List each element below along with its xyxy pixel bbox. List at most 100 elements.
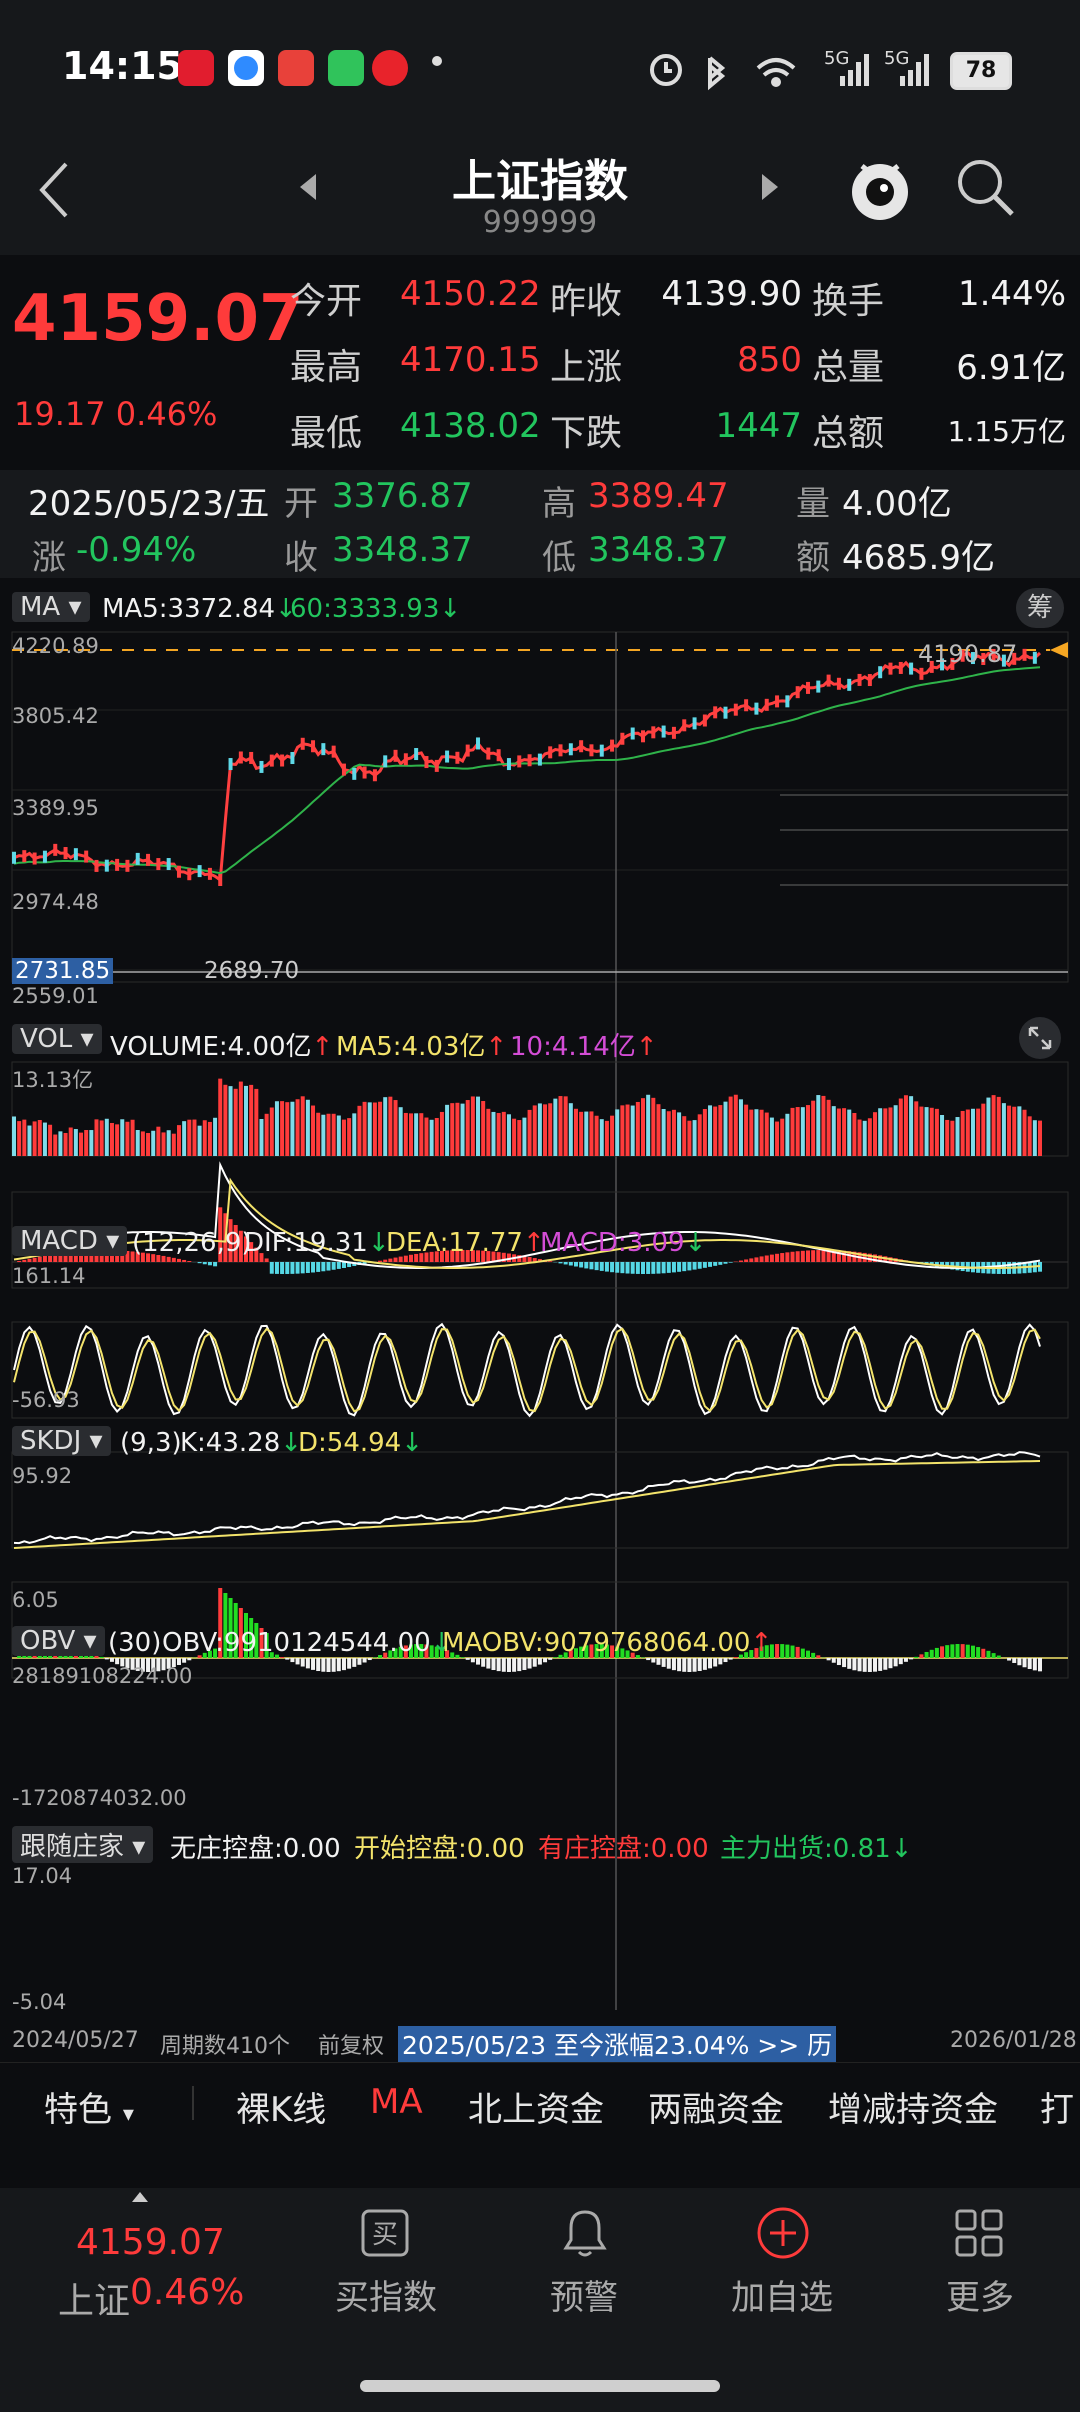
macd-bar [202, 1262, 207, 1265]
volume-bar [527, 1109, 532, 1156]
grid-icon[interactable] [954, 2208, 1004, 2258]
volume-bar [656, 1104, 661, 1156]
indicator-select-obv[interactable]: OBV ▾ [12, 1626, 105, 1656]
macd-dif-readout: DIF:19.31↓ [244, 1228, 390, 1258]
volume-bar [594, 1115, 599, 1156]
macd-bar [84, 1250, 89, 1262]
nav-alert[interactable]: 预警 [550, 2278, 618, 2318]
search-icon[interactable] [954, 156, 1018, 220]
buy-icon[interactable]: 买 [360, 2208, 410, 2258]
macd-bar [584, 1262, 589, 1269]
tab-overflow[interactable]: 打榜 [1040, 2090, 1074, 2126]
volume-bar [960, 1110, 965, 1156]
dealer-bar [115, 1658, 120, 1665]
plus-circle-icon[interactable] [756, 2206, 810, 2260]
indicator-select-macd[interactable]: MACD ▾ [12, 1226, 128, 1256]
volume-bar [610, 1115, 615, 1156]
candle [403, 753, 408, 766]
volume-bar [522, 1117, 527, 1156]
macd-bar [744, 1259, 749, 1262]
kline-low-value: 3348.37 [588, 530, 729, 570]
y-axis-label: 2559.01 [12, 984, 99, 1008]
indicator-select-ma[interactable]: MA ▾ [12, 592, 90, 622]
bell-icon[interactable] [560, 2206, 610, 2260]
dealer-bar [594, 1644, 599, 1658]
tab-ma[interactable]: MA [370, 2082, 423, 2122]
home-indicator[interactable] [360, 2380, 720, 2392]
expand-up-icon[interactable] [132, 2192, 148, 2202]
tab-featured[interactable]: 特色 ▾ [44, 2090, 134, 2130]
kline-date: 2025/05/23/五 [28, 484, 270, 524]
dealer-bar [388, 1650, 393, 1658]
nav-more[interactable]: 更多 [946, 2278, 1014, 2318]
mascot-icon[interactable] [848, 152, 912, 224]
dealer-bar [842, 1658, 847, 1668]
index-name[interactable]: 上证 [58, 2281, 131, 2322]
index-change[interactable]: 0.46% [130, 2272, 245, 2313]
dealer-bar [960, 1644, 965, 1658]
tab-margin[interactable]: 两融资金 [648, 2090, 784, 2130]
kline-vol-label: 量 [796, 484, 830, 524]
dealer-bar [857, 1658, 862, 1672]
prev-stock-icon[interactable] [296, 172, 320, 202]
range-gain-button[interactable]: 2025/05/23 至今涨幅23.04% >> 历 [398, 2026, 837, 2062]
dealer-bar [403, 1645, 408, 1658]
macd-bar [27, 1258, 32, 1262]
macd-bar [207, 1262, 212, 1266]
dealer-bar [445, 1650, 450, 1658]
macd-bar [702, 1262, 707, 1268]
volume-bar [269, 1107, 274, 1156]
dealer-ymin: -5.04 [12, 1990, 67, 2014]
macd-bar [398, 1256, 403, 1262]
dealer-bar [1007, 1658, 1012, 1661]
indicator-select-vol[interactable]: VOL ▾ [12, 1024, 102, 1054]
tab-naked-kline[interactable]: 裸K线 [236, 2090, 327, 2130]
dealer-bar [331, 1658, 336, 1672]
volume-bar [197, 1125, 202, 1156]
dealer-bar [125, 1658, 130, 1669]
volume-bar [445, 1104, 450, 1156]
macd-bar [176, 1258, 181, 1262]
back-icon[interactable] [36, 160, 76, 220]
macd-ymin: -56.93 [12, 1388, 80, 1412]
volume-label: 总量 [812, 347, 885, 388]
tab-holdings-change[interactable]: 增减持资金 [828, 2090, 998, 2130]
macd-bar [775, 1253, 780, 1262]
macd-bar [738, 1260, 743, 1262]
macd-bar [264, 1258, 269, 1262]
volume-bar [476, 1096, 481, 1156]
volume-bar [429, 1119, 434, 1156]
candle [599, 744, 604, 757]
macd-bar [563, 1262, 568, 1265]
candle [269, 754, 274, 767]
indicator-select-dealer[interactable]: 跟随庄家 ▾ [12, 1826, 154, 1863]
indicator-select-skdj[interactable]: SKDJ ▾ [12, 1426, 111, 1456]
volume-bar [486, 1108, 491, 1156]
dealer-bar [207, 1650, 212, 1658]
candle [135, 852, 140, 865]
expand-icon[interactable] [1016, 1016, 1064, 1060]
dealer-bar [146, 1658, 151, 1672]
chip-distribution-button[interactable]: 筹 [1016, 588, 1064, 628]
nav-buy-index[interactable]: 买指数 [335, 2278, 437, 2318]
candle [506, 758, 511, 771]
candle [280, 754, 285, 767]
macd-bar [496, 1252, 501, 1262]
index-price[interactable]: 4159.07 [76, 2222, 225, 2263]
macd-bar [455, 1250, 460, 1262]
volume-bar [646, 1094, 651, 1156]
dealer-bar [759, 1646, 764, 1658]
tab-northbound[interactable]: 北上资金 [468, 2090, 604, 2130]
macd-bar [460, 1250, 465, 1262]
adjust-mode[interactable]: 前复权 [318, 2034, 385, 2059]
chart-area[interactable] [0, 630, 1080, 2060]
volume-bar [697, 1114, 702, 1156]
dealer-bar [532, 1658, 537, 1667]
volume-bar [671, 1109, 676, 1156]
macd-bar [439, 1250, 444, 1262]
next-stock-icon[interactable] [758, 172, 782, 202]
macd-bar [625, 1262, 630, 1274]
dealer-bar [341, 1658, 346, 1671]
dealer-bar [697, 1658, 702, 1672]
nav-add-watchlist[interactable]: 加自选 [731, 2278, 833, 2318]
